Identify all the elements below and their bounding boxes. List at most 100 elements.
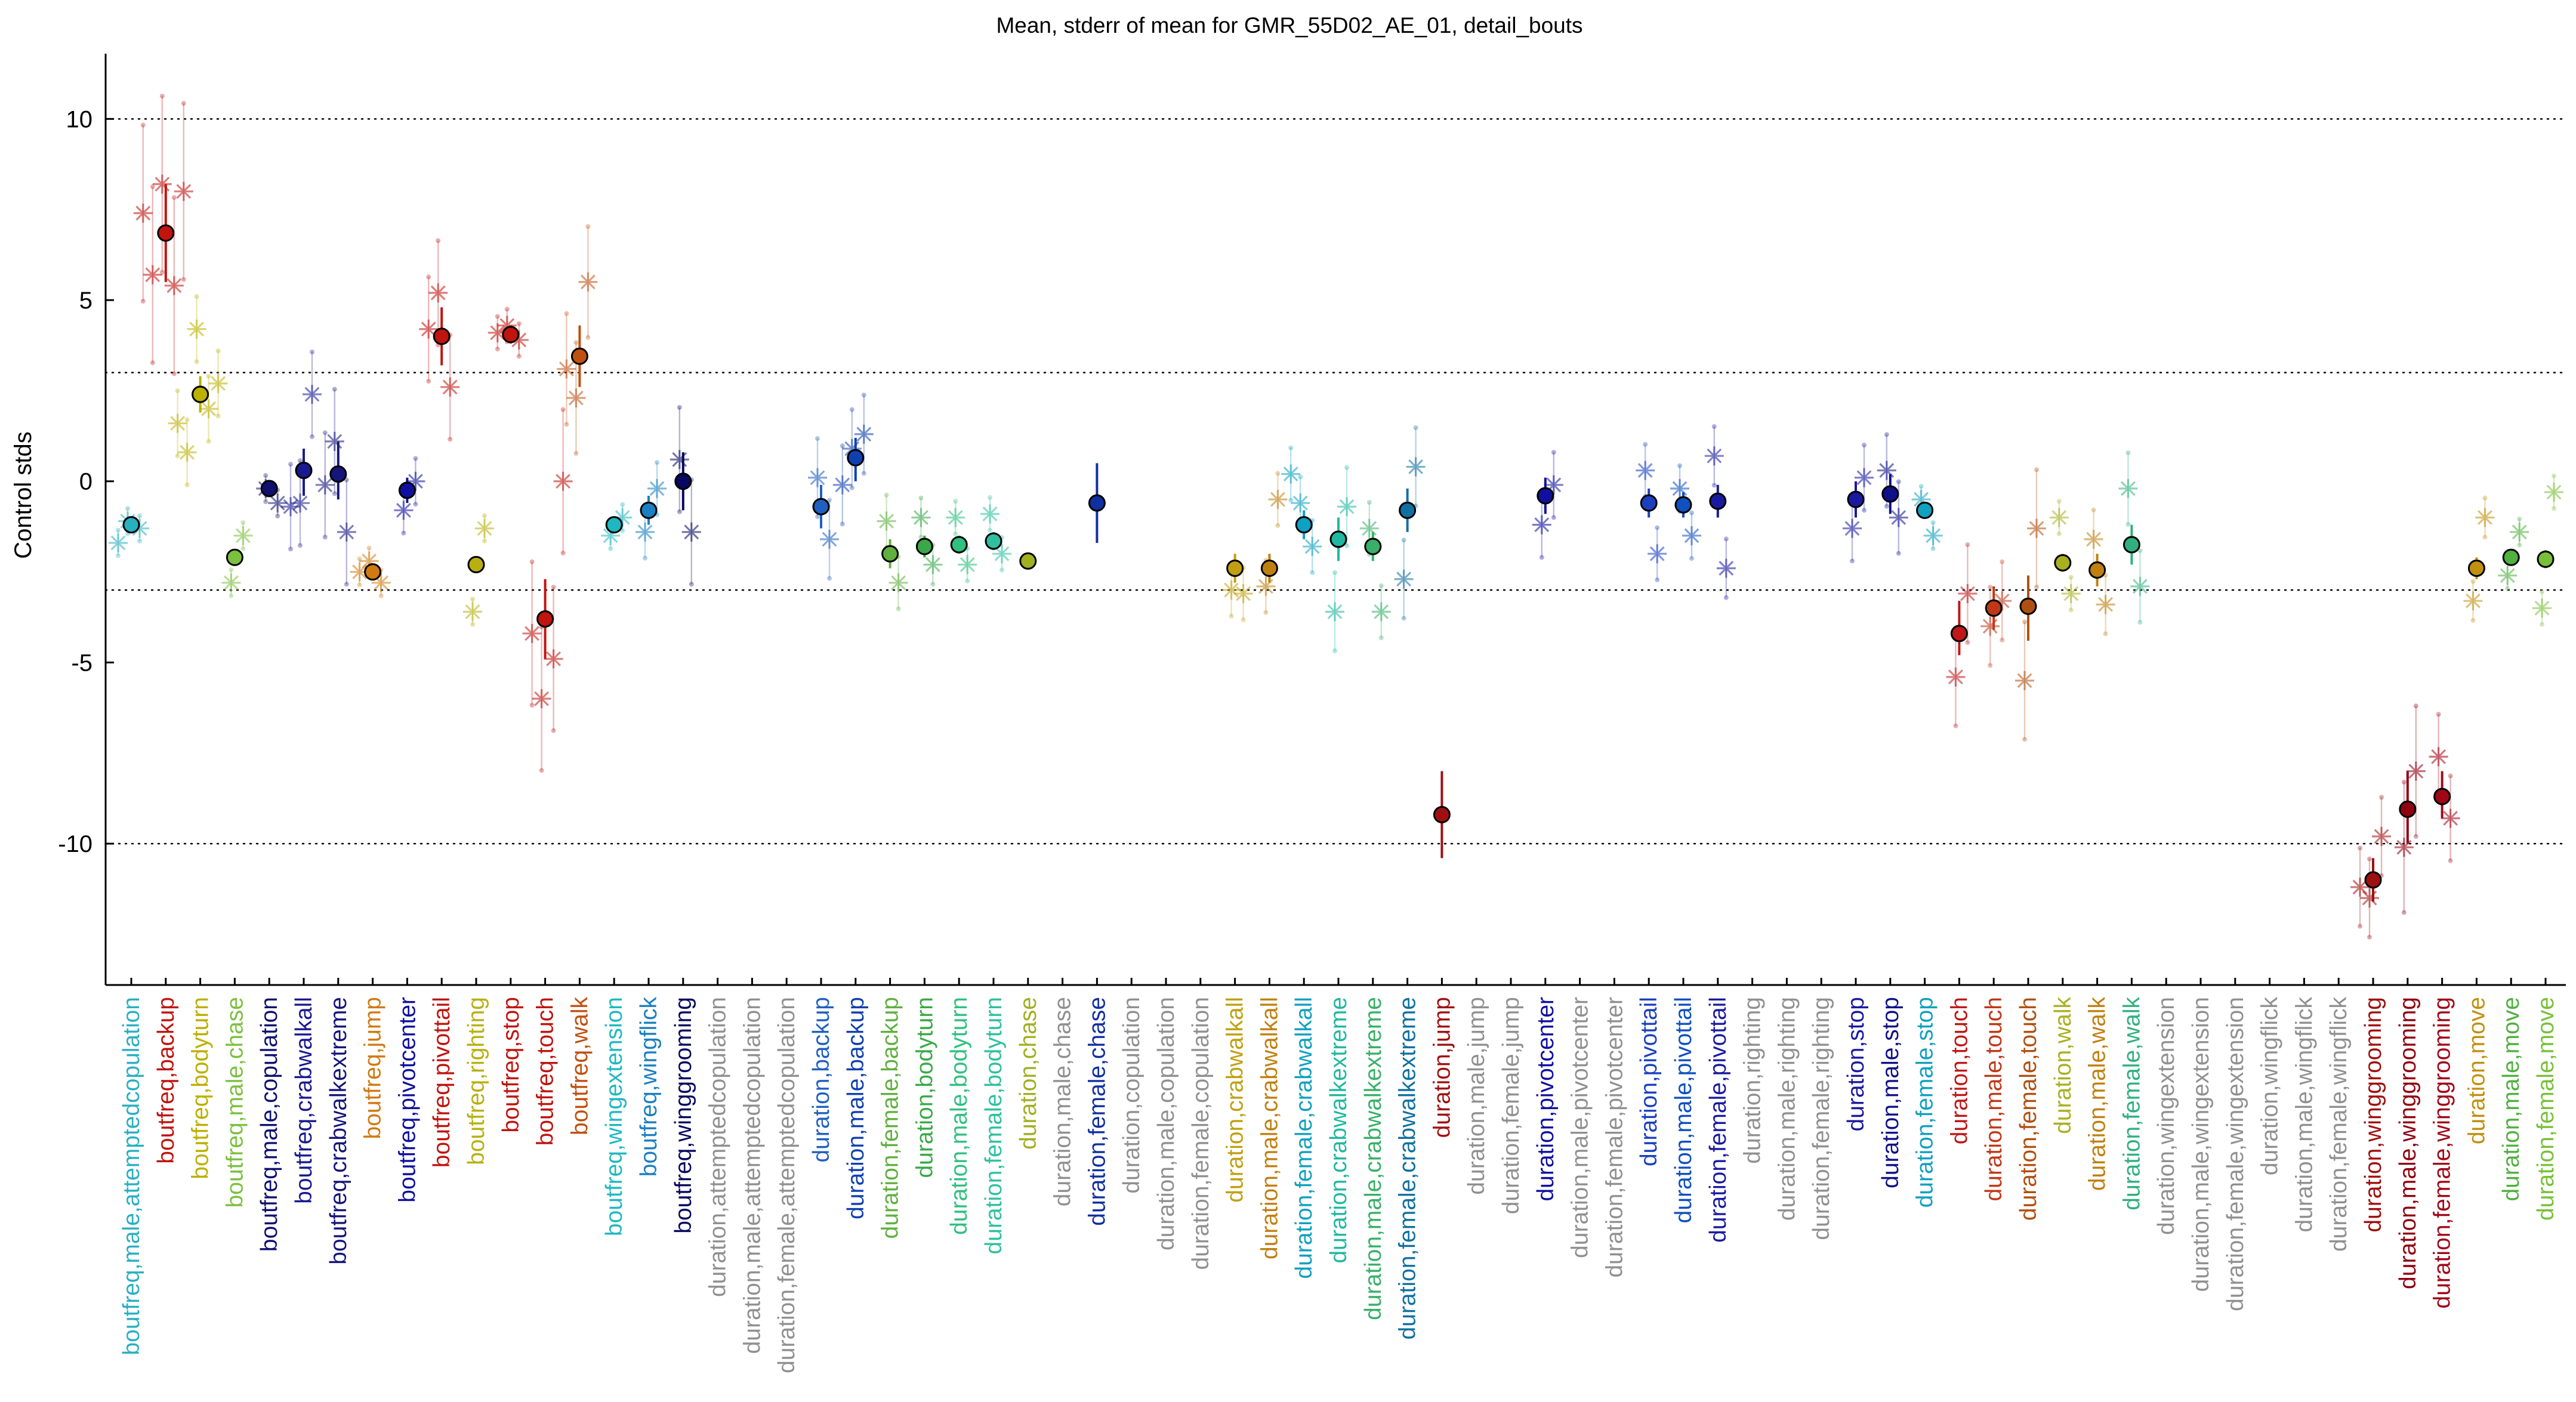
sample-cap	[827, 576, 832, 581]
x-tick-label: duration,female,bodyturn	[981, 997, 1007, 1254]
sample-cap	[560, 550, 566, 555]
sample-star-marker	[419, 319, 439, 339]
sample-star-marker	[992, 544, 1011, 564]
sample-cap	[298, 543, 303, 548]
sample-star-marker	[325, 431, 344, 451]
category-marks	[109, 506, 149, 558]
sample-cap	[1288, 498, 1294, 503]
x-tick-label: duration,male,winggrooming	[2395, 997, 2421, 1289]
category-marks	[1670, 463, 1701, 561]
sample-cap	[1677, 463, 1682, 468]
sample-cap	[344, 582, 349, 587]
sample-star-marker	[2475, 508, 2495, 527]
sample-cap	[1263, 610, 1269, 615]
mean-point	[260, 480, 278, 498]
x-tick-label: duration,female,chase	[1084, 997, 1110, 1226]
category-marks	[1843, 442, 1874, 564]
sample-cap	[677, 509, 682, 514]
sample-star-marker	[1877, 461, 1896, 480]
sample-cap	[815, 514, 820, 520]
sample-star-marker	[130, 518, 149, 538]
category-marks	[2429, 712, 2460, 863]
sample-star-marker	[1291, 493, 1310, 513]
sample-star-marker	[2429, 747, 2448, 767]
x-tick-label: boutfreq,crabwalkextreme	[326, 997, 351, 1265]
sample-star-marker	[208, 373, 228, 393]
sample-cap	[2482, 495, 2488, 501]
sample-cap	[184, 417, 190, 422]
sample-cap	[1723, 595, 1729, 600]
x-tick-label: duration,female,move	[2533, 997, 2559, 1221]
sample-cap	[171, 195, 177, 200]
sample-star-marker	[509, 330, 529, 350]
mean-point	[1399, 501, 1417, 519]
mean-point	[364, 563, 382, 581]
x-tick-label: duration,male,copulation	[1153, 997, 1179, 1250]
sample-cap	[585, 224, 591, 229]
sample-cap	[1988, 663, 1993, 668]
sample-cap	[263, 499, 269, 504]
sample-cap	[2540, 622, 2544, 627]
x-tick-label: duration,male,bodyturn	[946, 997, 972, 1235]
sample-cap	[1310, 570, 1315, 575]
sample-cap	[275, 514, 280, 519]
category-marks	[1532, 450, 1563, 560]
sample-star-marker	[2441, 808, 2460, 828]
x-tick-label: duration,male,backup	[843, 997, 869, 1219]
sample-cap	[2401, 779, 2407, 785]
sample-star-marker	[2350, 878, 2370, 897]
sample-star-marker	[303, 384, 322, 404]
sample-cap	[470, 597, 475, 602]
sample-star-marker	[522, 623, 542, 643]
mean-point	[2054, 554, 2072, 572]
sample-cap	[608, 546, 613, 551]
sample-star-marker	[1394, 569, 1414, 589]
category-marks	[1088, 463, 1106, 543]
sample-star-marker	[1233, 584, 1253, 604]
sample-cap	[322, 535, 328, 540]
sample-star-marker	[2118, 478, 2138, 498]
sample-star-marker	[553, 471, 573, 491]
x-tick-label: duration,pivottail	[1636, 997, 1662, 1166]
sample-star-marker	[635, 522, 655, 542]
mean-point	[502, 326, 520, 344]
mean-point	[2433, 788, 2451, 805]
x-tick-label: duration,male,crabwalkall	[1257, 997, 1282, 1259]
sample-cap	[1643, 441, 1648, 447]
sample-cap	[181, 277, 186, 282]
sample-star-marker	[174, 181, 193, 201]
sample-star-marker	[152, 174, 172, 194]
x-tick-label: duration,female,wingextension	[2223, 997, 2248, 1311]
sample-star-marker	[1406, 457, 1426, 477]
sample-star-marker	[1682, 526, 1701, 545]
sample-cap	[184, 482, 190, 487]
sample-cap	[2091, 507, 2096, 512]
x-tick-label: duration,stop	[1843, 997, 1869, 1132]
sample-cap	[1344, 543, 1349, 548]
sample-cap	[689, 582, 694, 587]
x-tick-label: duration,bodyturn	[912, 997, 937, 1178]
sample-cap	[2358, 924, 2362, 929]
x-tick-label: duration,male,move	[2498, 997, 2524, 1202]
x-tick-label: duration,male,wingflick	[2291, 997, 2317, 1233]
axes	[104, 54, 2566, 986]
x-tick-label: duration,male,attemptedcopulation	[739, 997, 765, 1354]
mean-point	[812, 498, 830, 515]
mean-point	[1709, 492, 1727, 510]
category-marks	[1704, 424, 1736, 600]
x-tick-label: duration,attemptedcopulation	[705, 997, 731, 1297]
sample-star-marker	[2049, 508, 2069, 527]
sample-cap	[2367, 934, 2372, 940]
data-layer	[109, 94, 2563, 940]
sample-cap	[1689, 556, 1694, 561]
sample-cap	[495, 314, 500, 319]
sample-cap	[1378, 635, 1384, 641]
sample-cap	[426, 379, 431, 384]
sample-cap	[2103, 631, 2108, 637]
sample-star-marker	[1636, 461, 1655, 480]
sample-cap	[215, 348, 221, 354]
sample-star-marker	[958, 555, 977, 575]
x-tick-label: boutfreq,male,copulation	[257, 997, 282, 1252]
sample-cap	[988, 527, 992, 533]
sample-star-marker	[2498, 566, 2518, 585]
